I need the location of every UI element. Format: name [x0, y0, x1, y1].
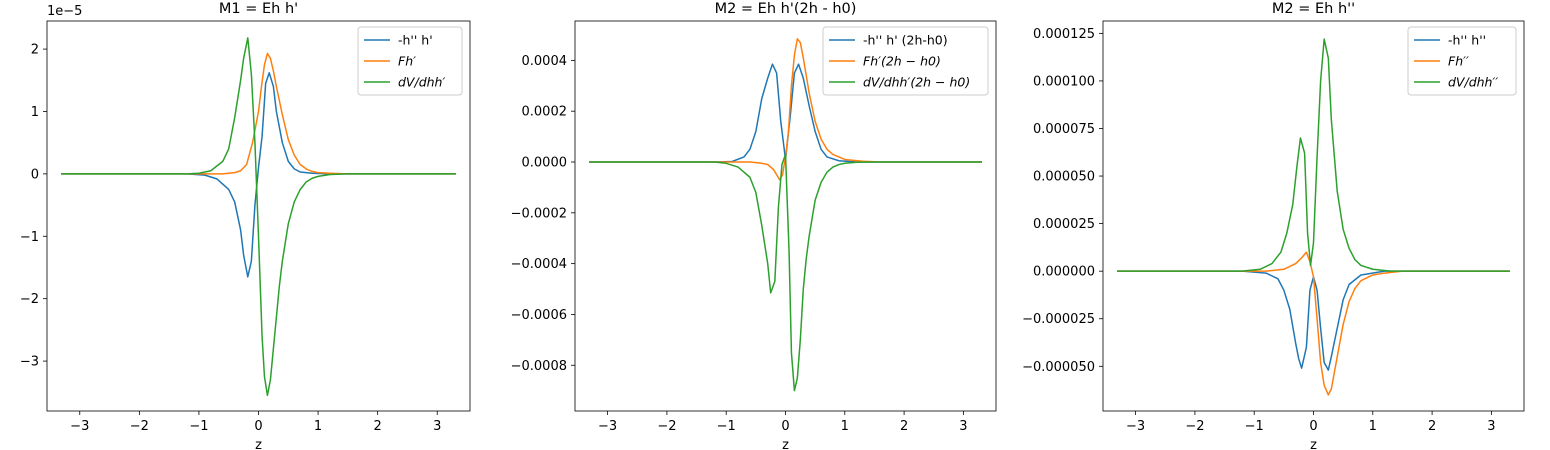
legend-label-3: dV/dhh′: [398, 75, 445, 90]
x-tick-label: −1: [189, 419, 208, 434]
legend-label-2: Fh′: [398, 54, 416, 69]
series-line-3: [589, 153, 982, 392]
chart-title: M2 = Eh h'(2h - h0): [715, 1, 857, 17]
legend: -h'' h' Fh′ dV/dhh′: [357, 26, 463, 96]
legend-box: [822, 26, 989, 96]
legend-box: [1407, 26, 1517, 96]
offset-label: 1e−5: [47, 4, 82, 19]
x-tick-label: 2: [900, 419, 908, 434]
series-line-1: [61, 72, 456, 278]
y-tick-label: 0.000025: [1033, 217, 1095, 232]
series-group: [589, 38, 982, 392]
y-tick-label: −2: [20, 292, 39, 307]
x-tick-label: 0: [1309, 419, 1317, 434]
series-line-3: [61, 37, 456, 397]
legend-label-1: -h'' h' (2h-h0): [863, 33, 948, 48]
x-tick-label: 1: [314, 419, 322, 434]
y-tick-label: 0.000000: [1033, 265, 1095, 280]
chart-1: −3 −2 −1 0 1 2 3 2 1 0 −1 −2 −3 1e−5 M1 = Eh h' z -h'' h…: [20, 1, 471, 450]
chart-title: M2 = Eh h'': [1272, 1, 1355, 17]
chart-2: −3 −2 −1 0 1 2 3 0.0004 0.0002 0.0000 −0.0002 −0.00…: [511, 1, 997, 450]
y-tick-label: 0.000125: [1033, 27, 1095, 42]
x-tick-label: 3: [1487, 419, 1495, 434]
y-tick-label: 2: [31, 43, 39, 58]
x-tick-label: −2: [1185, 419, 1204, 434]
x-tick-label: 2: [374, 419, 382, 434]
y-tick-label: −0.0002: [511, 206, 567, 221]
series-line-2: [1117, 251, 1510, 396]
legend-label-2: Fh′(2h − h0): [863, 54, 941, 69]
x-tick-label: 3: [959, 419, 967, 434]
series-group: [61, 37, 456, 397]
legend-label-3: dV/dhh′′: [1448, 75, 1498, 90]
chart-title: M1 = Eh h': [219, 1, 298, 17]
y-tick-label: 0.000075: [1033, 122, 1095, 137]
legend-label-1: -h'' h'': [1448, 33, 1486, 48]
y-tick-label: 0.0000: [522, 156, 568, 171]
x-tick-label: −3: [1126, 419, 1145, 434]
legend-box: [357, 26, 463, 96]
series-line-3: [1117, 38, 1510, 272]
y-tick-label: 0.000100: [1033, 74, 1095, 89]
y-tick-label: 0.000050: [1033, 170, 1095, 185]
x-tick-label: −1: [717, 419, 736, 434]
series-line-2: [61, 52, 456, 175]
y-tick-label: −1: [20, 230, 39, 245]
x-axis-label: z: [782, 438, 789, 450]
x-axis-label: z: [255, 438, 262, 450]
y-tick-label: 0.0004: [522, 54, 568, 69]
y-tick-label: −0.0006: [511, 308, 567, 323]
x-tick-label: 0: [781, 419, 789, 434]
x-tick-label: −3: [598, 419, 617, 434]
x-tick-label: 0: [254, 419, 262, 434]
x-tick-label: 2: [1428, 419, 1436, 434]
series-line-2: [589, 38, 982, 181]
legend-label-3: dV/dhh′(2h − h0): [863, 75, 970, 90]
series-line-1: [1117, 270, 1510, 371]
y-tick-label: 1: [31, 105, 39, 120]
x-tick-label: −2: [130, 419, 149, 434]
legend: -h'' h' (2h-h0) Fh′(2h − h0) dV/dhh′(2h − …: [822, 26, 989, 96]
x-tick-label: 1: [841, 419, 849, 434]
y-tick-label: 0: [31, 167, 39, 182]
y-tick-label: −3: [20, 355, 39, 370]
y-tick-label: 0.0002: [522, 105, 568, 120]
x-tick-label: −1: [1245, 419, 1264, 434]
x-axis-label: z: [1310, 438, 1317, 450]
y-tick-label: −0.000050: [1022, 360, 1095, 375]
series-group: [1117, 38, 1510, 396]
y-tick-label: −0.0004: [511, 257, 567, 272]
y-tick-label: −0.0008: [511, 359, 567, 374]
legend-label-1: -h'' h': [398, 33, 433, 48]
x-tick-label: −3: [70, 419, 89, 434]
x-tick-label: 1: [1369, 419, 1377, 434]
chart-3: −3 −2 −1 0 1 2 3 0.000125 0.000100 0.000075 0.0000…: [1022, 1, 1525, 450]
legend-label-2: Fh′′: [1448, 54, 1469, 69]
legend: -h'' h'' Fh′′ dV/dhh′′: [1407, 26, 1517, 96]
y-tick-label: −0.000025: [1022, 312, 1095, 327]
x-tick-label: −2: [657, 419, 676, 434]
x-tick-label: 3: [433, 419, 441, 434]
